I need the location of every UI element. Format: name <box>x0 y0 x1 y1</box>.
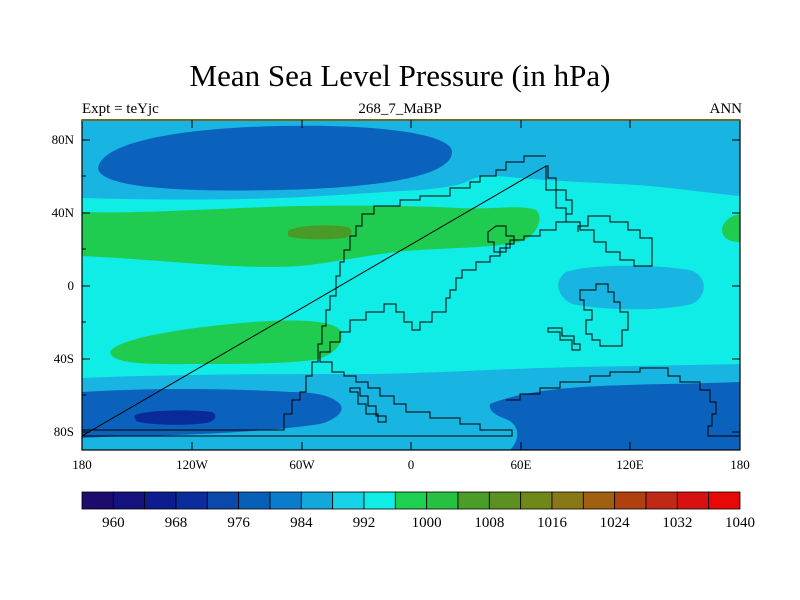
lon-label-60w: 60W <box>289 457 315 472</box>
pangaea-outline <box>82 155 573 437</box>
colorbar-label: 960 <box>102 515 125 531</box>
colorbar-swatch <box>582 491 616 510</box>
southeast-islands <box>579 283 629 347</box>
colorbar-swatch <box>614 491 647 510</box>
colorbar-swatch <box>332 491 365 510</box>
lon-label-60e: 60E <box>511 457 532 472</box>
lon-label-180e: 180 <box>730 457 750 472</box>
tick-marks <box>82 120 740 450</box>
south-inlet <box>349 387 387 423</box>
colorbar-label: 968 <box>165 515 188 531</box>
colorbar-label: 1024 <box>600 515 631 531</box>
southern-shelf-outline <box>506 367 740 437</box>
colorbar-label: 992 <box>353 515 376 531</box>
lat-label-0: 0 <box>68 278 75 293</box>
south-subtropical-high <box>110 320 342 365</box>
lon-label-180w: 180 <box>72 457 92 472</box>
lon-label-120e: 120E <box>616 457 644 472</box>
colorbar-swatch <box>269 491 302 510</box>
colorbar-swatch <box>363 491 396 510</box>
colorbar-label: 1008 <box>474 515 504 531</box>
eastern-equatorial-trough <box>558 265 704 310</box>
south-low-east <box>489 382 740 450</box>
asia-outline <box>545 166 653 267</box>
colorbar-label: 1040 <box>725 515 755 531</box>
south-low-core <box>134 410 216 425</box>
colorbar-swatch <box>708 491 741 510</box>
colorbar-swatch <box>488 491 522 510</box>
season-label: ANN <box>709 101 743 117</box>
lon-label-120w: 120W <box>176 457 209 472</box>
colorbar-swatch <box>394 491 428 510</box>
colorbar-label: 1000 <box>412 515 442 531</box>
colorbar-label: 1032 <box>662 515 692 531</box>
colorbar-swatch <box>645 491 678 510</box>
lat-label-80s: 80S <box>54 424 74 439</box>
colorbar-swatch <box>457 491 490 510</box>
north-pacific-low <box>98 125 452 191</box>
lat-label-80n: 80N <box>52 132 75 147</box>
coastlines <box>82 155 740 437</box>
colorbar <box>81 491 741 510</box>
colorbar-label: 976 <box>227 515 250 531</box>
map-title: Mean Sea Level Pressure (in hPa) <box>189 58 611 93</box>
colorbar-swatch <box>551 491 584 510</box>
colorbar-swatch <box>81 491 114 510</box>
east-island <box>547 327 581 351</box>
colorbar-swatch <box>300 491 334 510</box>
experiment-label: Expt = teYjc <box>82 101 159 117</box>
colorbar-swatch <box>238 491 271 510</box>
lat-label-40s: 40S <box>54 351 74 366</box>
colorbar-swatch <box>144 491 177 510</box>
colorbar-labels: 960 968 976 984 992 1000 1008 1016 1024 1032 1040 <box>102 515 755 531</box>
colorbar-swatch <box>520 491 553 510</box>
period-label: 268_7_MaBP <box>358 101 442 117</box>
colorbar-swatch <box>112 491 146 510</box>
lon-label-0: 0 <box>408 457 415 472</box>
colorbar-swatch <box>426 491 459 510</box>
colorbar-label: 984 <box>290 515 313 531</box>
north-subtropical-high-core <box>288 225 352 240</box>
north-subtropical-high-east <box>722 214 740 242</box>
contour-fill <box>82 120 740 450</box>
colorbar-label: 1016 <box>537 515 568 531</box>
lat-label-40n: 40N <box>52 205 75 220</box>
colorbar-swatch <box>206 491 240 510</box>
colorbar-swatch <box>676 491 710 510</box>
north-bay <box>487 225 515 253</box>
colorbar-swatch <box>175 491 208 510</box>
